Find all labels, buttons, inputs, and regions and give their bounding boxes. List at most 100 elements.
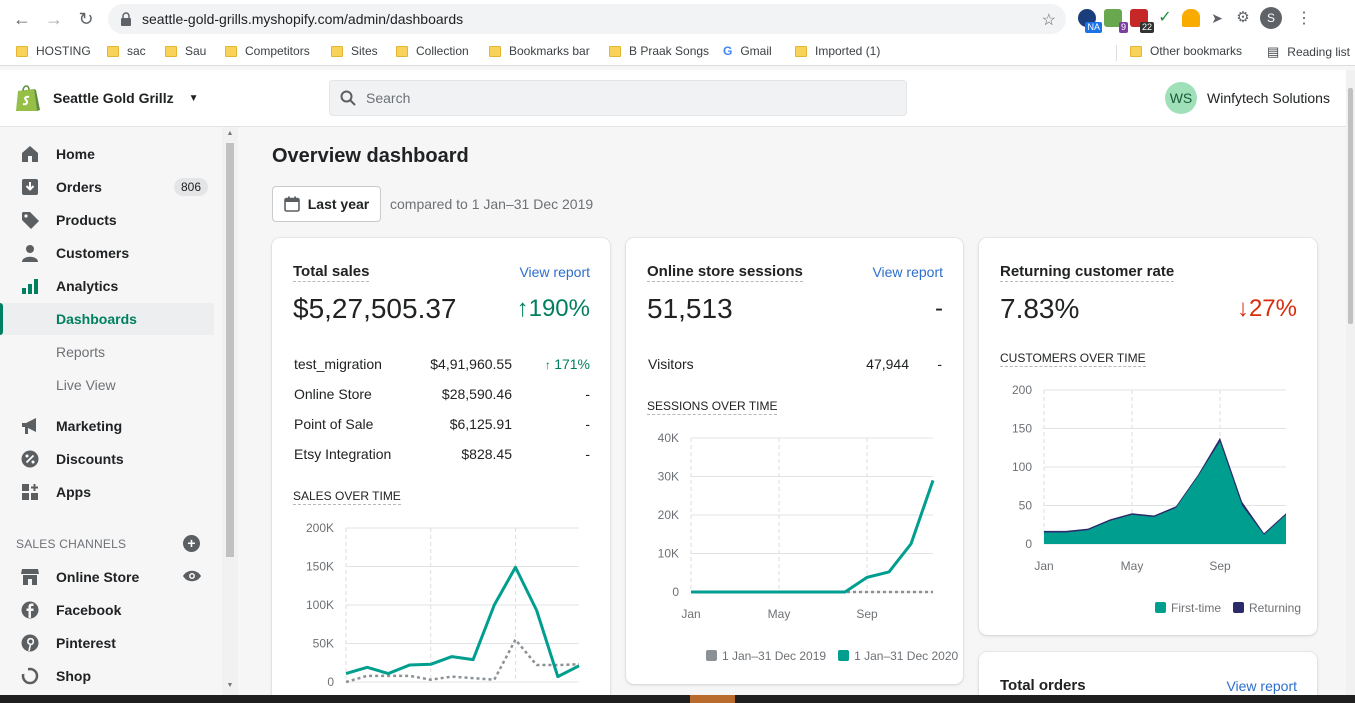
chart-heading[interactable]: SESSIONS OVER TIME bbox=[647, 399, 778, 415]
reload-icon[interactable]: ↻ bbox=[78, 8, 94, 29]
address-bar[interactable]: seattle-gold-grills.myshopify.com/admin/… bbox=[108, 4, 1066, 34]
profile-avatar[interactable]: S bbox=[1260, 7, 1282, 29]
check-icon[interactable]: ✓ bbox=[1158, 9, 1172, 26]
bookmark-item[interactable]: Sites bbox=[331, 44, 378, 58]
x-tick-label: Sep bbox=[1209, 559, 1231, 573]
view-report-link[interactable]: View report bbox=[1226, 678, 1297, 694]
sidebar-item-facebook[interactable]: Facebook bbox=[0, 594, 214, 626]
x-tick-label: May bbox=[768, 607, 791, 621]
extension-icon[interactable]: ➤ bbox=[1211, 10, 1223, 26]
sidebar-item-reports[interactable]: Reports bbox=[0, 336, 214, 368]
store-switcher[interactable]: Seattle Gold Grillz ▼ bbox=[14, 83, 199, 113]
y-tick-label: 30K bbox=[658, 470, 679, 484]
forward-icon[interactable]: → bbox=[45, 8, 63, 29]
metric-value: 51,513 bbox=[647, 293, 733, 324]
scrollbar-thumb[interactable] bbox=[1348, 88, 1353, 324]
search-input[interactable]: Search bbox=[329, 80, 907, 116]
bookmark-item[interactable]: Collection bbox=[396, 44, 469, 58]
home-icon bbox=[20, 144, 40, 164]
extension-badge: 9 bbox=[1118, 22, 1128, 33]
y-tick-label: 50K bbox=[313, 637, 334, 651]
sidebar-item-marketing[interactable]: Marketing bbox=[0, 410, 214, 442]
folder-icon bbox=[107, 45, 119, 57]
view-report-link[interactable]: View report bbox=[519, 264, 590, 280]
row-change: - bbox=[585, 446, 590, 462]
bookmark-item[interactable]: G Gmail bbox=[723, 44, 772, 58]
sidebar-scrollbar[interactable]: ▲ ▼ bbox=[222, 127, 238, 695]
bookmark-item[interactable]: B Praak Songs bbox=[609, 44, 709, 58]
sidebar-item-live-view[interactable]: Live View bbox=[0, 369, 214, 401]
card-title[interactable]: Total orders bbox=[1000, 677, 1086, 696]
sidebar-item-label: Dashboards bbox=[56, 311, 137, 327]
bookmark-item[interactable]: Sau bbox=[165, 44, 206, 58]
sidebar-item-online-store[interactable]: Online Store bbox=[0, 561, 214, 593]
sidebar-item-analytics[interactable]: Analytics bbox=[0, 270, 214, 302]
legend-label: 1 Jan–31 Dec 2019 bbox=[722, 649, 827, 663]
sidebar-item-dashboards[interactable]: Dashboards bbox=[0, 303, 214, 335]
add-channel-icon[interactable]: + bbox=[183, 535, 200, 552]
legend-swatch bbox=[838, 650, 850, 661]
row-change: ↑ 171% bbox=[545, 356, 590, 372]
kebab-menu-icon[interactable]: ⋮ bbox=[1296, 10, 1312, 27]
scroll-down-icon[interactable]: ▼ bbox=[226, 682, 234, 689]
chart-legend: 1 Jan–31 Dec 2019 1 Jan–31 Dec 2020 bbox=[706, 649, 958, 663]
bookmark-label: Competitors bbox=[245, 44, 310, 58]
extension-icon[interactable]: 9 bbox=[1104, 9, 1128, 33]
date-range-button[interactable]: Last year bbox=[272, 186, 381, 222]
tag-icon bbox=[20, 210, 40, 230]
scrollbar-thumb[interactable] bbox=[226, 143, 234, 557]
bookmark-item[interactable]: HOSTING bbox=[16, 44, 91, 58]
orders-count-badge: 806 bbox=[173, 178, 208, 196]
scroll-up-icon[interactable]: ▲ bbox=[226, 130, 234, 137]
change-value: 171% bbox=[554, 356, 590, 372]
sidebar-item-products[interactable]: Products bbox=[0, 204, 214, 236]
x-tick-label: May bbox=[1121, 559, 1144, 573]
card-title[interactable]: Returning customer rate bbox=[1000, 263, 1175, 282]
sidebar-item-home[interactable]: Home bbox=[0, 138, 214, 170]
bookmark-star-icon[interactable]: ☆ bbox=[1041, 12, 1056, 29]
extension-icon[interactable]: 22 bbox=[1130, 9, 1154, 33]
y-tick-label: 150 bbox=[1012, 422, 1032, 436]
bookmark-item[interactable]: Other bookmarks bbox=[1130, 44, 1242, 58]
card-title[interactable]: Total sales bbox=[293, 263, 370, 282]
legend-item: 1 Jan–31 Dec 2020 bbox=[838, 649, 958, 663]
sidebar-item-orders[interactable]: Orders 806 bbox=[0, 171, 214, 203]
chart-heading[interactable]: SALES OVER TIME bbox=[293, 489, 401, 505]
chart-heading[interactable]: CUSTOMERS OVER TIME bbox=[1000, 351, 1146, 367]
sidebar-item-pinterest[interactable]: Pinterest bbox=[0, 627, 214, 659]
sidebar-item-shop[interactable]: Shop bbox=[0, 660, 214, 692]
bookmark-item[interactable]: Competitors bbox=[225, 44, 310, 58]
bookmark-item[interactable]: Imported (1) bbox=[795, 44, 880, 58]
bookmark-label: HOSTING bbox=[36, 44, 91, 58]
back-icon[interactable]: ← bbox=[13, 8, 31, 29]
sidebar-item-customers[interactable]: Customers bbox=[0, 237, 214, 269]
user-menu[interactable]: WS Winfytech Solutions bbox=[1165, 82, 1330, 114]
puzzle-icon[interactable]: ⚙ bbox=[1236, 9, 1250, 26]
legend-label: First-time bbox=[1171, 601, 1221, 615]
eye-icon[interactable] bbox=[183, 569, 201, 585]
bell-icon[interactable] bbox=[1182, 9, 1200, 27]
sidebar-item-label: Pinterest bbox=[56, 635, 116, 651]
page-title: Overview dashboard bbox=[272, 145, 469, 167]
os-taskbar bbox=[0, 695, 1355, 703]
analytics-icon bbox=[20, 276, 40, 296]
page-scrollbar[interactable] bbox=[1346, 70, 1355, 695]
taskbar-app-icon[interactable] bbox=[690, 695, 735, 703]
bookmark-item[interactable]: Bookmarks bar bbox=[489, 44, 590, 58]
view-report-link[interactable]: View report bbox=[872, 264, 943, 280]
row-label: Online Store bbox=[294, 386, 372, 402]
sidebar-item-label: Discounts bbox=[56, 451, 124, 467]
card-title[interactable]: Online store sessions bbox=[647, 263, 803, 282]
row-change: - bbox=[585, 386, 590, 402]
extensions-area: NA 9 22 ✓ ➤ ⚙ S ⋮ bbox=[1078, 7, 1312, 33]
sidebar-item-apps[interactable]: Apps bbox=[0, 476, 214, 508]
sidebar-item-discounts[interactable]: Discounts bbox=[0, 443, 214, 475]
folder-icon bbox=[331, 45, 343, 57]
metric-change: ↓27% bbox=[1237, 295, 1297, 323]
bookmark-item[interactable]: ▤ Reading list bbox=[1267, 44, 1350, 60]
bookmark-item[interactable]: sac bbox=[107, 44, 146, 58]
chart-legend: First-time Returning bbox=[1155, 601, 1301, 615]
extension-icon[interactable]: NA bbox=[1078, 9, 1102, 33]
